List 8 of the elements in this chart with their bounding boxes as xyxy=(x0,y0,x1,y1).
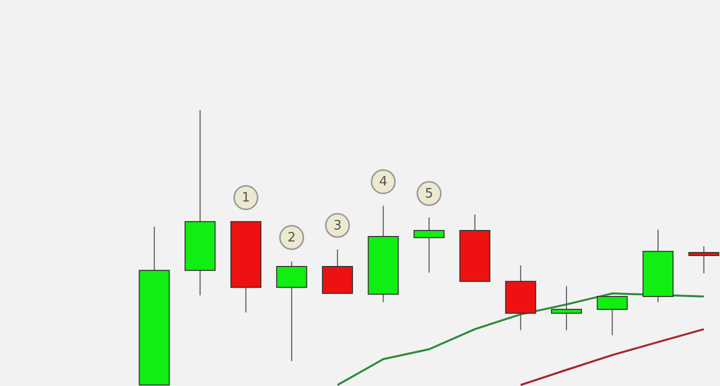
text: 1 xyxy=(242,190,250,206)
text: 3 xyxy=(333,218,342,234)
candlestick xyxy=(688,246,720,274)
candlestick xyxy=(414,217,445,274)
text: 5 xyxy=(424,186,434,202)
text: 4 xyxy=(379,174,388,190)
text: 2 xyxy=(288,230,296,246)
candlestick xyxy=(550,286,582,331)
